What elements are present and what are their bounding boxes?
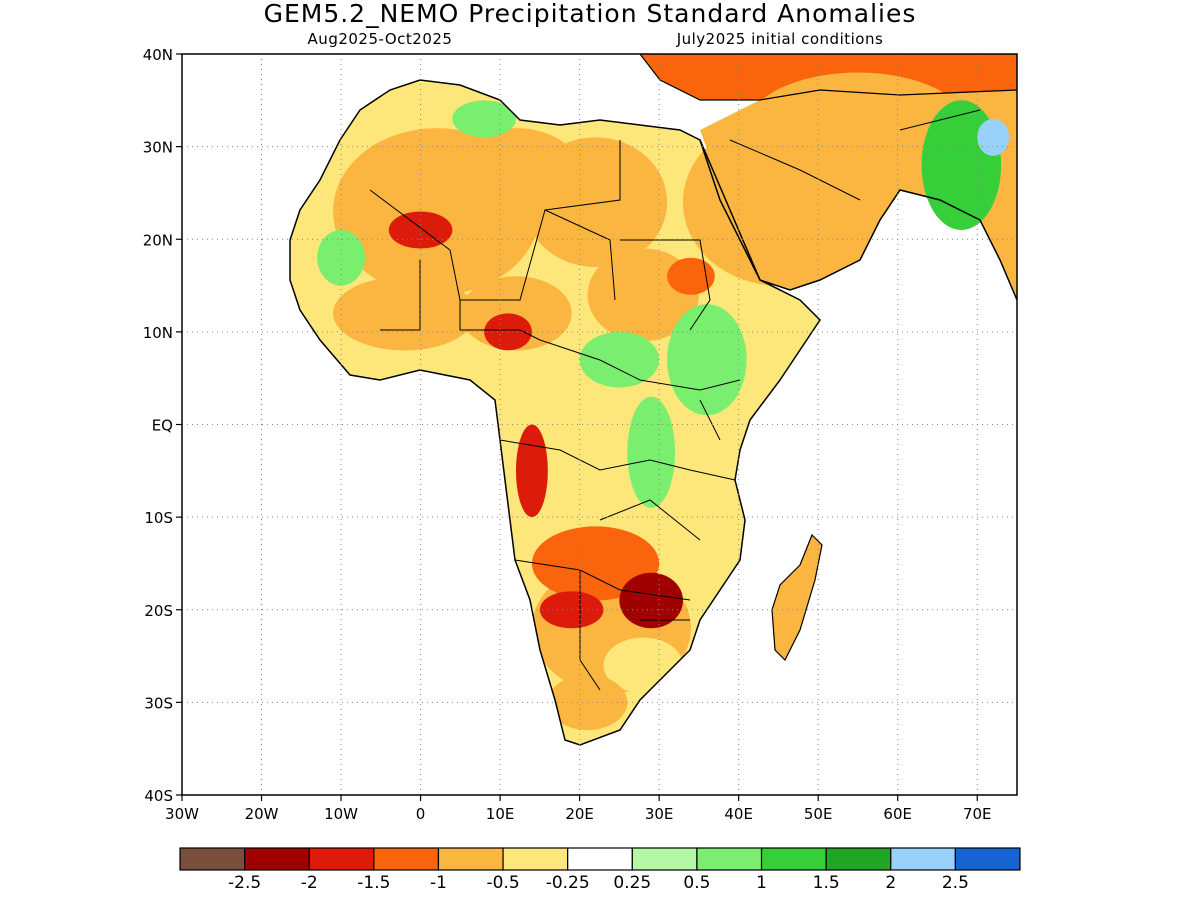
lon-tick-label: 20W <box>245 805 279 823</box>
lat-tick-label: 20S <box>144 602 173 620</box>
anomaly-field-green <box>667 304 747 416</box>
colorbar-swatch <box>179 847 246 871</box>
colorbar-swatch <box>954 847 1021 871</box>
colorbar-swatch <box>696 847 763 871</box>
colorbar-label: -2 <box>301 873 318 893</box>
anomaly-field-lightorange <box>333 276 477 351</box>
lat-tick-label: 30N <box>143 139 173 157</box>
colorbar-swatch <box>825 847 892 871</box>
map-gridlines <box>182 54 1017 795</box>
anomaly-field-orange <box>531 526 660 601</box>
arabia-coastline <box>699 139 1017 301</box>
colorbar-label: -1.5 <box>357 873 390 893</box>
colorbar-swatch <box>244 847 310 871</box>
anomaly-field-orange <box>667 257 715 295</box>
anomaly-field-red <box>539 591 604 629</box>
colorbar-label: 0.5 <box>683 873 710 893</box>
lon-tick-label: 50E <box>804 805 833 823</box>
anomaly-field-lightorange <box>523 137 668 268</box>
colorbar-swatch <box>308 847 375 871</box>
colorbar-swatch <box>631 847 698 871</box>
colorbar-swatch <box>502 847 569 871</box>
colorbar-label: -1 <box>430 873 447 893</box>
chart-title: GEM5.2_NEMO Precipitation Standard Anoma… <box>264 0 917 28</box>
anomaly-field-layer <box>317 80 820 731</box>
lon-tick-label: 20E <box>565 805 594 823</box>
lat-tick-label: 10N <box>143 324 173 342</box>
colorbar-swatch <box>567 847 633 871</box>
longitude-axis: 30W 20W 10W 0 10E 20E 30E 40E 50E 60E 70E <box>165 795 992 823</box>
forecast-period: Aug2025-Oct2025 <box>308 30 453 48</box>
colorbar-swatch <box>373 847 440 871</box>
colorbar-label: 2.5 <box>942 873 969 893</box>
colorbar: -2.5 -2 -1.5 -1 -0.5 -0.25 0.25 0.5 1 1.5 2 2.5 <box>179 847 1021 893</box>
latitude-axis: 40N 30N 20N 10N EQ 10S 20S 30S 40S <box>143 46 182 805</box>
anomaly-field-layer-asia <box>683 72 1010 286</box>
anomaly-field-red <box>484 313 532 351</box>
lon-tick-label: 70E <box>963 805 992 823</box>
colorbar-swatch <box>760 847 827 871</box>
colorbar-label: -0.25 <box>546 873 590 893</box>
lat-tick-label: 20N <box>143 231 173 249</box>
madagascar-landmass <box>771 533 823 662</box>
colorbar-label: -2.5 <box>228 873 261 893</box>
lat-tick-label: 40S <box>144 787 173 805</box>
lon-tick-label: 0 <box>416 805 426 823</box>
country-borders <box>369 109 981 691</box>
lon-tick-label: 10W <box>324 805 358 823</box>
lon-tick-label: 60E <box>883 805 912 823</box>
lon-tick-label: 30E <box>645 805 674 823</box>
africa-coastline <box>289 79 821 746</box>
anomaly-field-green <box>627 396 676 508</box>
colorbar-label: 1 <box>756 873 767 893</box>
colorbar-label: -0.5 <box>486 873 519 893</box>
map-area: 40N 30N 20N 10N EQ 10S 20S 30S 40S 30W 20W 10W 0 10E… <box>143 46 1018 823</box>
lat-tick-label: 10S <box>144 509 173 527</box>
europe-coastline <box>639 54 1017 101</box>
lon-tick-label: 30W <box>165 805 199 823</box>
initial-conditions: July2025 initial conditions <box>676 30 884 48</box>
colorbar-label: 1.5 <box>813 873 840 893</box>
colorbar-label: 2 <box>885 873 896 893</box>
anomaly-field-lightorange <box>746 72 970 184</box>
anomaly-field-green <box>317 229 365 286</box>
lon-tick-label: 10E <box>486 805 515 823</box>
colorbar-swatch <box>437 847 504 871</box>
anomaly-field-darkred <box>619 572 683 629</box>
lat-tick-label: 30S <box>144 694 173 712</box>
lat-tick-label: 40N <box>143 46 173 64</box>
lat-tick-label: EQ <box>152 417 173 435</box>
colorbar-swatch <box>890 847 956 871</box>
anomaly-field-green <box>579 331 660 388</box>
anomaly-field-lightblue <box>977 118 1010 156</box>
lon-tick-label: 40E <box>724 805 753 823</box>
colorbar-label: 0.25 <box>613 873 651 893</box>
anomaly-field-red <box>516 424 548 518</box>
